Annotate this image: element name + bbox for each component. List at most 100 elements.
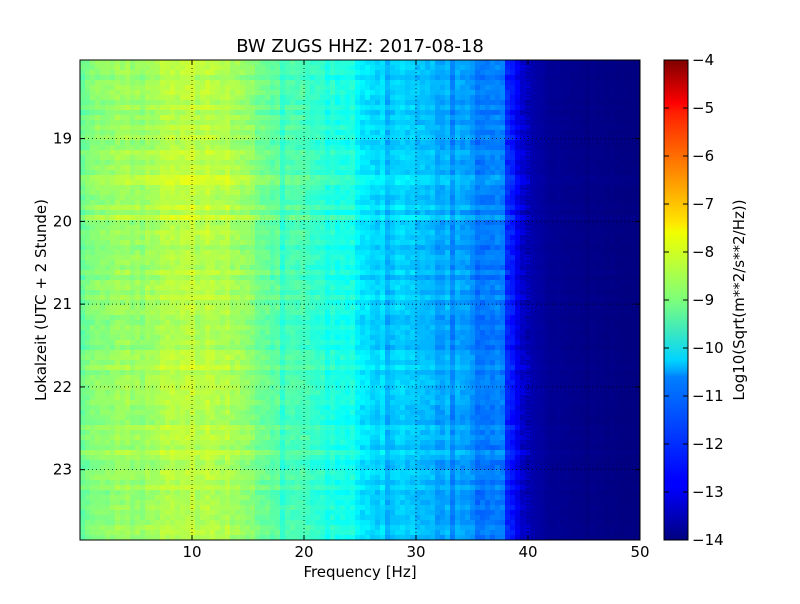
heatmap-cell: [220, 245, 226, 251]
heatmap-cell: [540, 190, 546, 196]
heatmap-cell: [150, 225, 156, 231]
heatmap-cell: [520, 225, 526, 231]
heatmap-cell: [420, 160, 426, 166]
heatmap-cell: [475, 60, 481, 66]
heatmap-cell: [495, 270, 501, 276]
heatmap-cell: [200, 175, 206, 181]
heatmap-cell: [400, 150, 406, 156]
heatmap-cell: [525, 225, 531, 231]
heatmap-cell: [440, 75, 446, 81]
heatmap-cell: [280, 130, 286, 136]
heatmap-cell: [580, 155, 586, 161]
heatmap-cell: [300, 70, 306, 76]
heatmap-cell: [330, 160, 336, 166]
heatmap-cell: [465, 125, 471, 131]
heatmap-cell: [265, 170, 271, 176]
heatmap-cell: [585, 245, 591, 251]
heatmap-cell: [380, 185, 386, 191]
heatmap-cell: [615, 105, 621, 111]
heatmap-cell: [95, 145, 101, 151]
heatmap-cell: [145, 115, 151, 121]
heatmap-cell: [630, 230, 636, 236]
heatmap-cell: [415, 95, 421, 101]
heatmap-cell: [360, 180, 366, 186]
heatmap-cell: [195, 80, 201, 86]
heatmap-cell: [220, 195, 226, 201]
heatmap-cell: [560, 185, 566, 191]
heatmap-cell: [560, 165, 566, 171]
heatmap-cell: [80, 250, 86, 256]
heatmap-cell: [500, 180, 506, 186]
heatmap-cell: [245, 65, 251, 71]
heatmap-cell: [110, 265, 116, 271]
heatmap-cell: [450, 205, 456, 211]
heatmap-cell: [100, 165, 106, 171]
heatmap-cell: [445, 70, 451, 76]
heatmap-cell: [345, 255, 351, 261]
heatmap-cell: [620, 85, 626, 91]
heatmap-cell: [115, 195, 121, 201]
heatmap-cell: [185, 135, 191, 141]
heatmap-cell: [405, 75, 411, 81]
heatmap-cell: [625, 120, 631, 126]
heatmap-cell: [345, 120, 351, 126]
heatmap-cell: [515, 245, 521, 251]
heatmap-cell: [320, 150, 326, 156]
heatmap-cell: [495, 60, 501, 66]
heatmap-cell: [250, 255, 256, 261]
heatmap-cell: [405, 280, 411, 286]
heatmap-cell: [505, 125, 511, 131]
heatmap-cell: [95, 170, 101, 176]
heatmap-cell: [225, 60, 231, 66]
heatmap-cell: [390, 270, 396, 276]
heatmap-cell: [320, 140, 326, 146]
heatmap-cell: [160, 265, 166, 271]
heatmap-cell: [80, 155, 86, 161]
heatmap-cell: [360, 170, 366, 176]
heatmap-cell: [465, 140, 471, 146]
heatmap-cell: [595, 160, 601, 166]
heatmap-cell: [540, 210, 546, 216]
heatmap-cell: [380, 80, 386, 86]
heatmap-cell: [495, 80, 501, 86]
heatmap-cell: [490, 190, 496, 196]
heatmap-cell: [310, 180, 316, 186]
heatmap-cell: [335, 150, 341, 156]
heatmap-cell: [500, 105, 506, 111]
heatmap-cell: [405, 240, 411, 246]
heatmap-cell: [410, 145, 416, 151]
heatmap-cell: [580, 75, 586, 81]
heatmap-cell: [95, 245, 101, 251]
heatmap-cell: [105, 275, 111, 281]
heatmap-cell: [110, 125, 116, 131]
heatmap-cell: [170, 150, 176, 156]
heatmap-cell: [585, 130, 591, 136]
heatmap-cell: [610, 270, 616, 276]
heatmap-cell: [560, 170, 566, 176]
heatmap-cell: [555, 250, 561, 256]
heatmap-cell: [505, 185, 511, 191]
heatmap-cell: [430, 260, 436, 266]
heatmap-cell: [185, 120, 191, 126]
heatmap-cell: [580, 200, 586, 206]
heatmap-cell: [435, 100, 441, 106]
heatmap-cell: [215, 160, 221, 166]
heatmap-cell: [545, 275, 551, 281]
heatmap-cell: [365, 210, 371, 216]
heatmap-cell: [480, 75, 486, 81]
heatmap-cell: [465, 100, 471, 106]
heatmap-cell: [305, 60, 311, 66]
heatmap-cell: [445, 185, 451, 191]
heatmap-cell: [100, 110, 106, 116]
heatmap-cell: [390, 240, 396, 246]
heatmap-cell: [545, 255, 551, 261]
heatmap-cell: [355, 205, 361, 211]
heatmap-cell: [175, 220, 181, 226]
heatmap-cell: [160, 200, 166, 206]
heatmap-cell: [485, 155, 491, 161]
heatmap-cell: [95, 220, 101, 226]
heatmap-cell: [430, 165, 436, 171]
heatmap-cell: [515, 225, 521, 231]
heatmap-cell: [265, 125, 271, 131]
heatmap-cell: [395, 155, 401, 161]
